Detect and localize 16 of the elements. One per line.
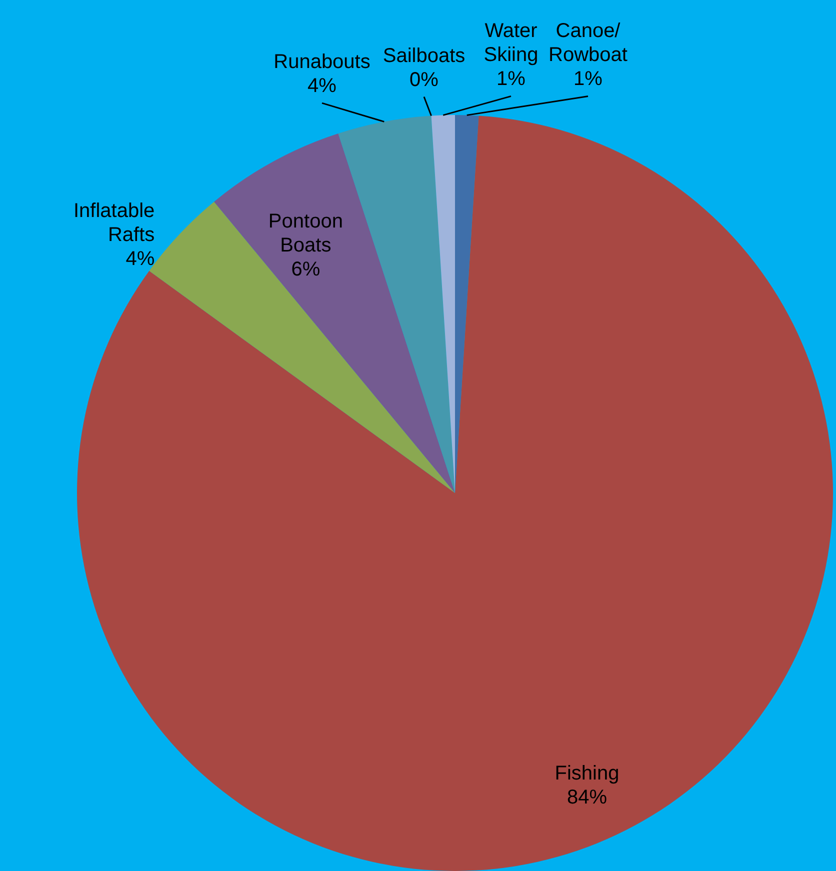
slice-label: Runabouts [274,51,370,74]
pie-slice [214,134,455,493]
data-label: 6% [291,258,320,280]
text: 0% [410,68,438,91]
pie-slice [77,116,833,871]
data-label: 1% [574,68,603,90]
data-label: 4% [126,248,155,270]
slice-label: Fishing [554,762,620,784]
category-label: Sailboats [382,44,466,67]
slice-label: Inflatable Rafts [73,200,155,246]
data-label: 4% [308,75,337,98]
data-label: 1% [496,68,526,90]
slice-label: Pontoon Boats [268,210,343,256]
slice-label: Canoe/Rowboat [548,20,628,66]
data-label: 84% [566,786,608,808]
slice-label: Water Skiing [484,20,538,66]
